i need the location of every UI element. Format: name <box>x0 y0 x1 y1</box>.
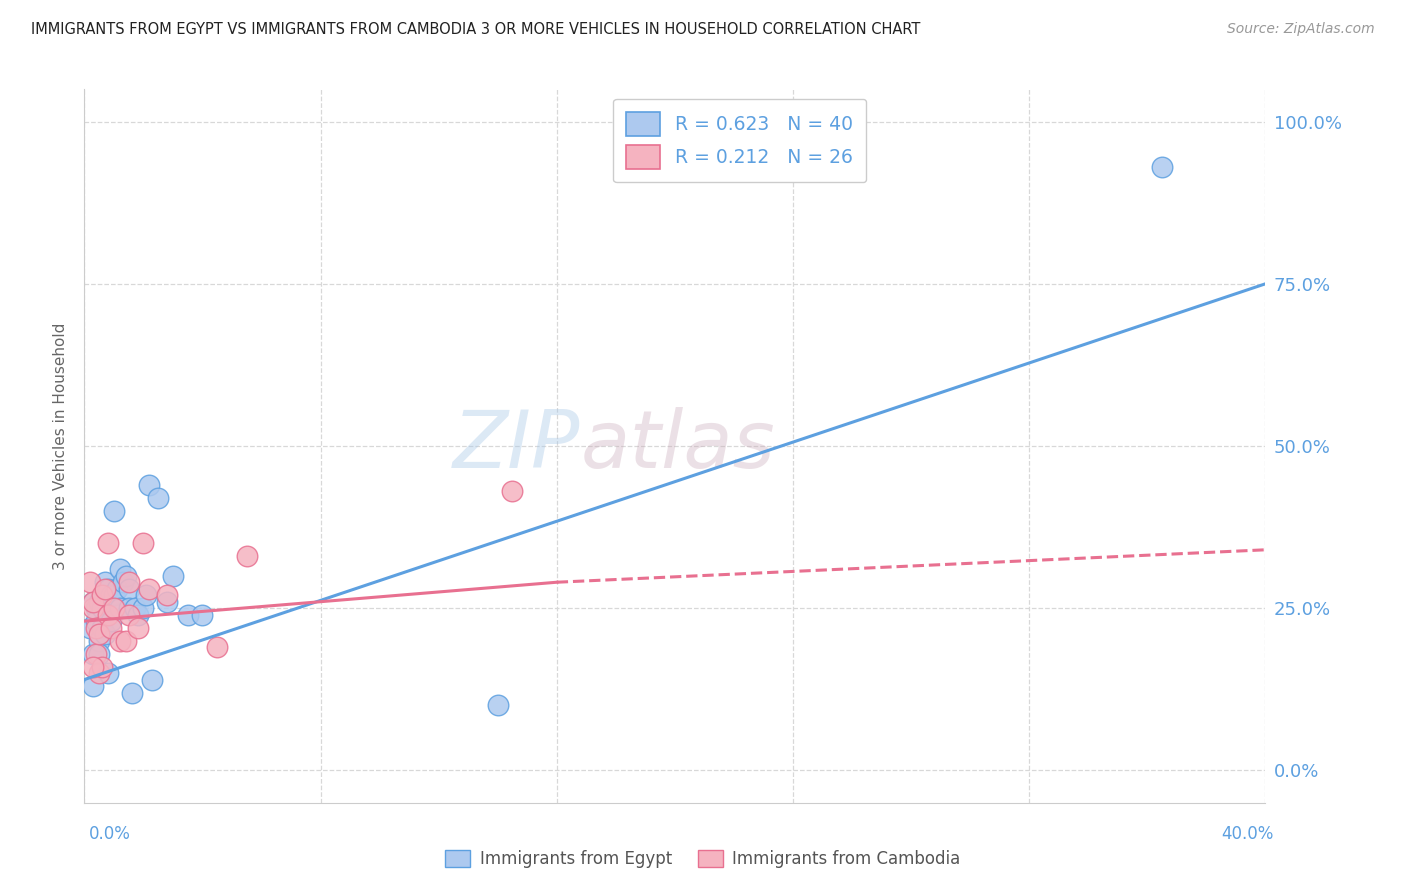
Point <box>94 575 117 590</box>
Point <box>97 666 120 681</box>
Point <box>1152 160 1174 174</box>
Point <box>97 582 120 596</box>
Point <box>177 607 200 622</box>
Point <box>108 633 131 648</box>
Point <box>148 491 170 505</box>
Point <box>84 647 107 661</box>
Point <box>82 679 104 693</box>
Point <box>108 601 131 615</box>
Text: 0.0%: 0.0% <box>89 825 131 843</box>
Point <box>89 666 111 681</box>
Point <box>111 575 134 590</box>
Point <box>205 640 228 654</box>
Point <box>82 601 104 615</box>
Point <box>162 568 184 582</box>
Point <box>89 633 111 648</box>
Point <box>103 504 125 518</box>
Point <box>118 575 141 590</box>
Point <box>135 588 157 602</box>
Point <box>236 549 259 564</box>
Point <box>118 601 141 615</box>
Point <box>121 685 143 699</box>
Point <box>82 659 104 673</box>
Y-axis label: 3 or more Vehicles in Household: 3 or more Vehicles in Household <box>53 322 69 570</box>
Point <box>84 601 107 615</box>
Point <box>132 536 155 550</box>
Text: atlas: atlas <box>581 407 775 485</box>
Point <box>84 621 107 635</box>
Point <box>94 582 117 596</box>
Text: Source: ZipAtlas.com: Source: ZipAtlas.com <box>1227 22 1375 37</box>
Point <box>89 627 111 641</box>
Point <box>138 478 160 492</box>
Point <box>97 607 120 622</box>
Legend: R = 0.623   N = 40, R = 0.212   N = 26: R = 0.623 N = 40, R = 0.212 N = 26 <box>613 99 866 182</box>
Point <box>127 621 149 635</box>
Point <box>82 595 104 609</box>
Point <box>91 601 114 615</box>
Point <box>103 601 125 615</box>
Point <box>82 595 104 609</box>
Point <box>79 621 101 635</box>
Point <box>91 621 114 635</box>
Point <box>89 595 111 609</box>
Point <box>156 595 179 609</box>
Point <box>127 607 149 622</box>
Point <box>100 621 122 635</box>
Point <box>502 484 524 499</box>
Point <box>91 588 114 602</box>
Point <box>486 698 509 713</box>
Point <box>103 588 125 602</box>
Point <box>132 601 155 615</box>
Point <box>191 607 214 622</box>
Point <box>114 633 136 648</box>
Point <box>100 614 122 628</box>
Point <box>97 536 120 550</box>
Point <box>105 582 128 596</box>
Point <box>79 575 101 590</box>
Point <box>156 588 179 602</box>
Legend: Immigrants from Egypt, Immigrants from Cambodia: Immigrants from Egypt, Immigrants from C… <box>439 843 967 875</box>
Text: 40.0%: 40.0% <box>1222 825 1274 843</box>
Point <box>138 582 160 596</box>
Point <box>114 568 136 582</box>
Point <box>89 647 111 661</box>
Point <box>108 562 131 576</box>
Point <box>82 647 104 661</box>
Point <box>94 627 117 641</box>
Text: IMMIGRANTS FROM EGYPT VS IMMIGRANTS FROM CAMBODIA 3 OR MORE VEHICLES IN HOUSEHOL: IMMIGRANTS FROM EGYPT VS IMMIGRANTS FROM… <box>31 22 921 37</box>
Point <box>84 614 107 628</box>
Point <box>141 673 163 687</box>
Point <box>91 659 114 673</box>
Text: ZIP: ZIP <box>453 407 581 485</box>
Point <box>124 601 146 615</box>
Point <box>100 588 122 602</box>
Point <box>118 607 141 622</box>
Point <box>118 582 141 596</box>
